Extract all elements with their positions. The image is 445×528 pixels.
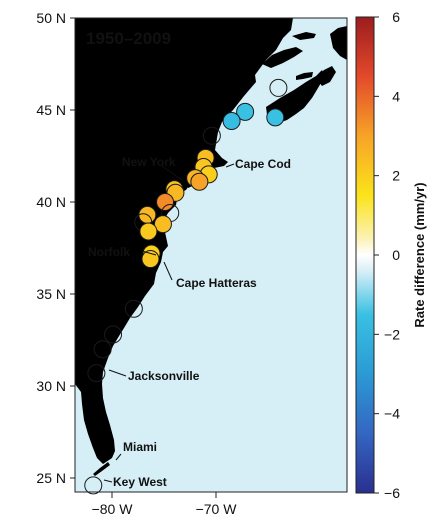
land-gaspe	[262, 47, 303, 68]
station-marker	[104, 325, 123, 344]
station-marker	[156, 193, 175, 211]
lake-huron	[75, 58, 110, 118]
station-marker	[190, 172, 209, 191]
place-label-norfolk: Norfolk	[88, 245, 130, 259]
miami-leader	[115, 453, 122, 461]
colorbar-tick-label: 6	[392, 9, 400, 25]
place-labels: 1950–2009 New York Cape Cod Norfolk Cape…	[86, 29, 291, 489]
lat-tick-label: 25 N	[36, 470, 66, 486]
longitude-axis: −80 W −70 W	[92, 492, 238, 517]
lat-tick-label: 30 N	[36, 378, 66, 394]
colorbar-gradient	[355, 16, 375, 494]
place-label-key-west: Key West	[113, 475, 167, 489]
map-frame	[74, 17, 348, 493]
cape-hatteras-leader	[163, 261, 173, 281]
station-marker	[202, 126, 221, 145]
station-marker	[93, 340, 112, 359]
key-west-leader	[103, 479, 113, 483]
lon-tick-label: −80 W	[92, 501, 134, 517]
place-label-cape-hatteras: Cape Hatteras	[176, 276, 257, 290]
land-newfoundland	[330, 26, 347, 60]
land-anticosti	[292, 32, 316, 40]
period-label: 1950–2009	[86, 29, 171, 48]
station-marker	[269, 78, 288, 97]
new-york-leader	[161, 165, 183, 181]
colorbar-tick-label: 0	[392, 247, 400, 263]
colorbar-title: Rate difference (mm/yr)	[412, 182, 427, 327]
place-label-jacksonville: Jacksonville	[128, 369, 200, 383]
land-florida-keys	[93, 462, 110, 476]
station-marker	[124, 299, 143, 318]
place-label-new-york: New York	[122, 155, 176, 169]
lake-ontario	[150, 84, 195, 104]
jacksonville-leader	[108, 369, 127, 377]
cape-cod-leader	[225, 163, 235, 168]
place-label-cape-cod: Cape Cod	[235, 157, 291, 171]
colorbar-tick-label: 2	[392, 168, 400, 184]
map-panel: 1950–2009 New York Cape Cod Norfolk Cape…	[36, 10, 348, 517]
station-marker	[87, 364, 106, 383]
station-marker	[84, 476, 103, 495]
station-marker	[236, 102, 255, 121]
lake-erie	[98, 114, 158, 154]
latitude-axis: 50 N 45 N 40 N 35 N 30 N 25 N	[36, 10, 75, 486]
colorbar-tick-label: 4	[392, 88, 400, 104]
land-cape-breton	[316, 66, 336, 86]
lat-tick-label: 45 N	[36, 102, 66, 118]
colorbar: 6 4 2 0 −2 −4 −6 Rate difference (mm/yr)	[355, 9, 427, 501]
station-marker	[139, 222, 158, 241]
station-marker	[153, 215, 172, 234]
norfolk-leader	[141, 250, 157, 256]
colorbar-tick-label: −6	[384, 485, 400, 501]
station-marker	[222, 112, 241, 131]
station-marker	[266, 108, 285, 127]
colorbar-tick-label: −4	[384, 406, 400, 422]
lake-champlain	[209, 96, 212, 116]
lat-tick-label: 40 N	[36, 194, 66, 210]
tide-gauge-stations	[84, 78, 288, 495]
lat-tick-label: 50 N	[36, 10, 66, 26]
colorbar-ticks: 6 4 2 0 −2 −4 −6	[374, 9, 400, 501]
place-label-miami: Miami	[123, 440, 157, 454]
land-prince-edward-island	[296, 72, 313, 80]
lon-tick-label: −70 W	[196, 501, 238, 517]
colorbar-tick-label: −2	[384, 326, 400, 342]
lat-tick-label: 35 N	[36, 286, 66, 302]
